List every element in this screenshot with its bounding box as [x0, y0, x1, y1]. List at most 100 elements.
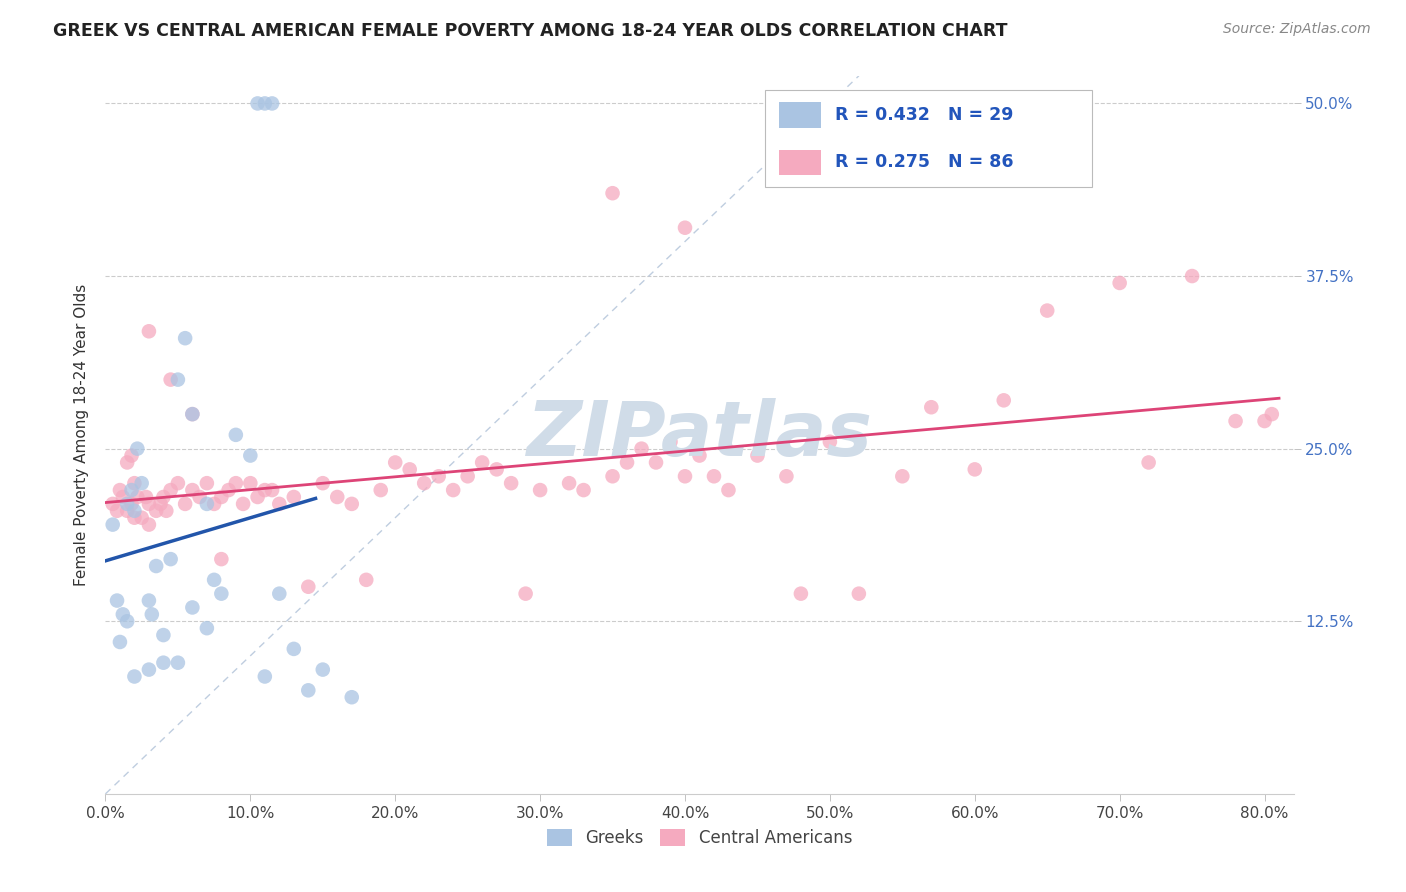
Point	[188, 490, 211, 504]
Point	[115, 497, 138, 511]
Point	[441, 483, 464, 497]
Legend: Greeks, Central Americans: Greeks, Central Americans	[540, 822, 859, 854]
Point	[515, 587, 537, 601]
Point	[141, 607, 163, 622]
Point	[1253, 414, 1275, 428]
Point	[253, 483, 276, 497]
Point	[195, 497, 218, 511]
Point	[297, 580, 319, 594]
Point	[138, 663, 160, 677]
Point	[202, 573, 225, 587]
Point	[340, 497, 363, 511]
Point	[645, 455, 668, 469]
Point	[717, 483, 740, 497]
Point	[1137, 455, 1160, 469]
Point	[101, 497, 124, 511]
Y-axis label: Female Poverty Among 18-24 Year Olds: Female Poverty Among 18-24 Year Olds	[75, 284, 90, 586]
Point	[558, 476, 581, 491]
Point	[209, 552, 232, 566]
Point	[105, 593, 128, 607]
Point	[297, 683, 319, 698]
Point	[195, 476, 218, 491]
Point	[181, 483, 204, 497]
Point	[131, 476, 153, 491]
Point	[115, 504, 138, 518]
Point	[152, 490, 174, 504]
Point	[209, 490, 232, 504]
Point	[501, 476, 523, 491]
Point	[131, 510, 153, 524]
Point	[127, 442, 149, 456]
Point	[818, 434, 841, 449]
Point	[115, 614, 138, 628]
Point	[124, 510, 146, 524]
Point	[124, 476, 146, 491]
Point	[239, 449, 262, 463]
Text: GREEK VS CENTRAL AMERICAN FEMALE POVERTY AMONG 18-24 YEAR OLDS CORRELATION CHART: GREEK VS CENTRAL AMERICAN FEMALE POVERTY…	[53, 22, 1008, 40]
Point	[1261, 407, 1284, 421]
Point	[159, 483, 181, 497]
Point	[167, 476, 190, 491]
Point	[963, 462, 986, 476]
Point	[174, 497, 197, 511]
Point	[775, 469, 797, 483]
Text: Source: ZipAtlas.com: Source: ZipAtlas.com	[1223, 22, 1371, 37]
Point	[253, 96, 276, 111]
Point	[384, 455, 406, 469]
Point	[370, 483, 392, 497]
Point	[152, 628, 174, 642]
Point	[232, 497, 254, 511]
Point	[167, 656, 190, 670]
FancyBboxPatch shape	[779, 103, 821, 128]
Point	[529, 483, 551, 497]
Point	[111, 490, 134, 504]
Point	[145, 559, 167, 574]
Point	[152, 656, 174, 670]
Point	[457, 469, 479, 483]
Point	[115, 455, 138, 469]
Point	[427, 469, 450, 483]
Point	[312, 476, 335, 491]
Point	[891, 469, 914, 483]
Point	[108, 635, 131, 649]
Point	[262, 483, 284, 497]
Text: ZIPatlas: ZIPatlas	[526, 398, 873, 472]
Point	[747, 449, 769, 463]
Point	[145, 504, 167, 518]
Point	[354, 573, 377, 587]
Point	[239, 476, 262, 491]
Point	[155, 504, 177, 518]
Point	[121, 497, 143, 511]
Point	[659, 434, 682, 449]
Point	[602, 469, 624, 483]
Point	[398, 462, 420, 476]
Point	[101, 517, 124, 532]
Point	[262, 96, 284, 111]
Point	[848, 587, 870, 601]
Point	[127, 490, 149, 504]
Point	[283, 641, 305, 656]
Point	[1225, 414, 1247, 428]
Point	[138, 497, 160, 511]
Point	[673, 469, 696, 483]
Point	[159, 373, 181, 387]
Point	[225, 476, 247, 491]
Point	[174, 331, 197, 345]
Point	[149, 497, 172, 511]
Point	[616, 455, 638, 469]
Point	[1181, 268, 1204, 283]
Point	[703, 469, 725, 483]
Point	[630, 442, 652, 456]
Point	[195, 621, 218, 635]
FancyBboxPatch shape	[779, 150, 821, 175]
Point	[124, 669, 146, 683]
Point	[138, 593, 160, 607]
Point	[253, 669, 276, 683]
Point	[105, 504, 128, 518]
Point	[1036, 303, 1059, 318]
Point	[121, 483, 143, 497]
Point	[269, 497, 291, 511]
Point	[471, 455, 494, 469]
Point	[283, 490, 305, 504]
Point	[920, 401, 942, 415]
